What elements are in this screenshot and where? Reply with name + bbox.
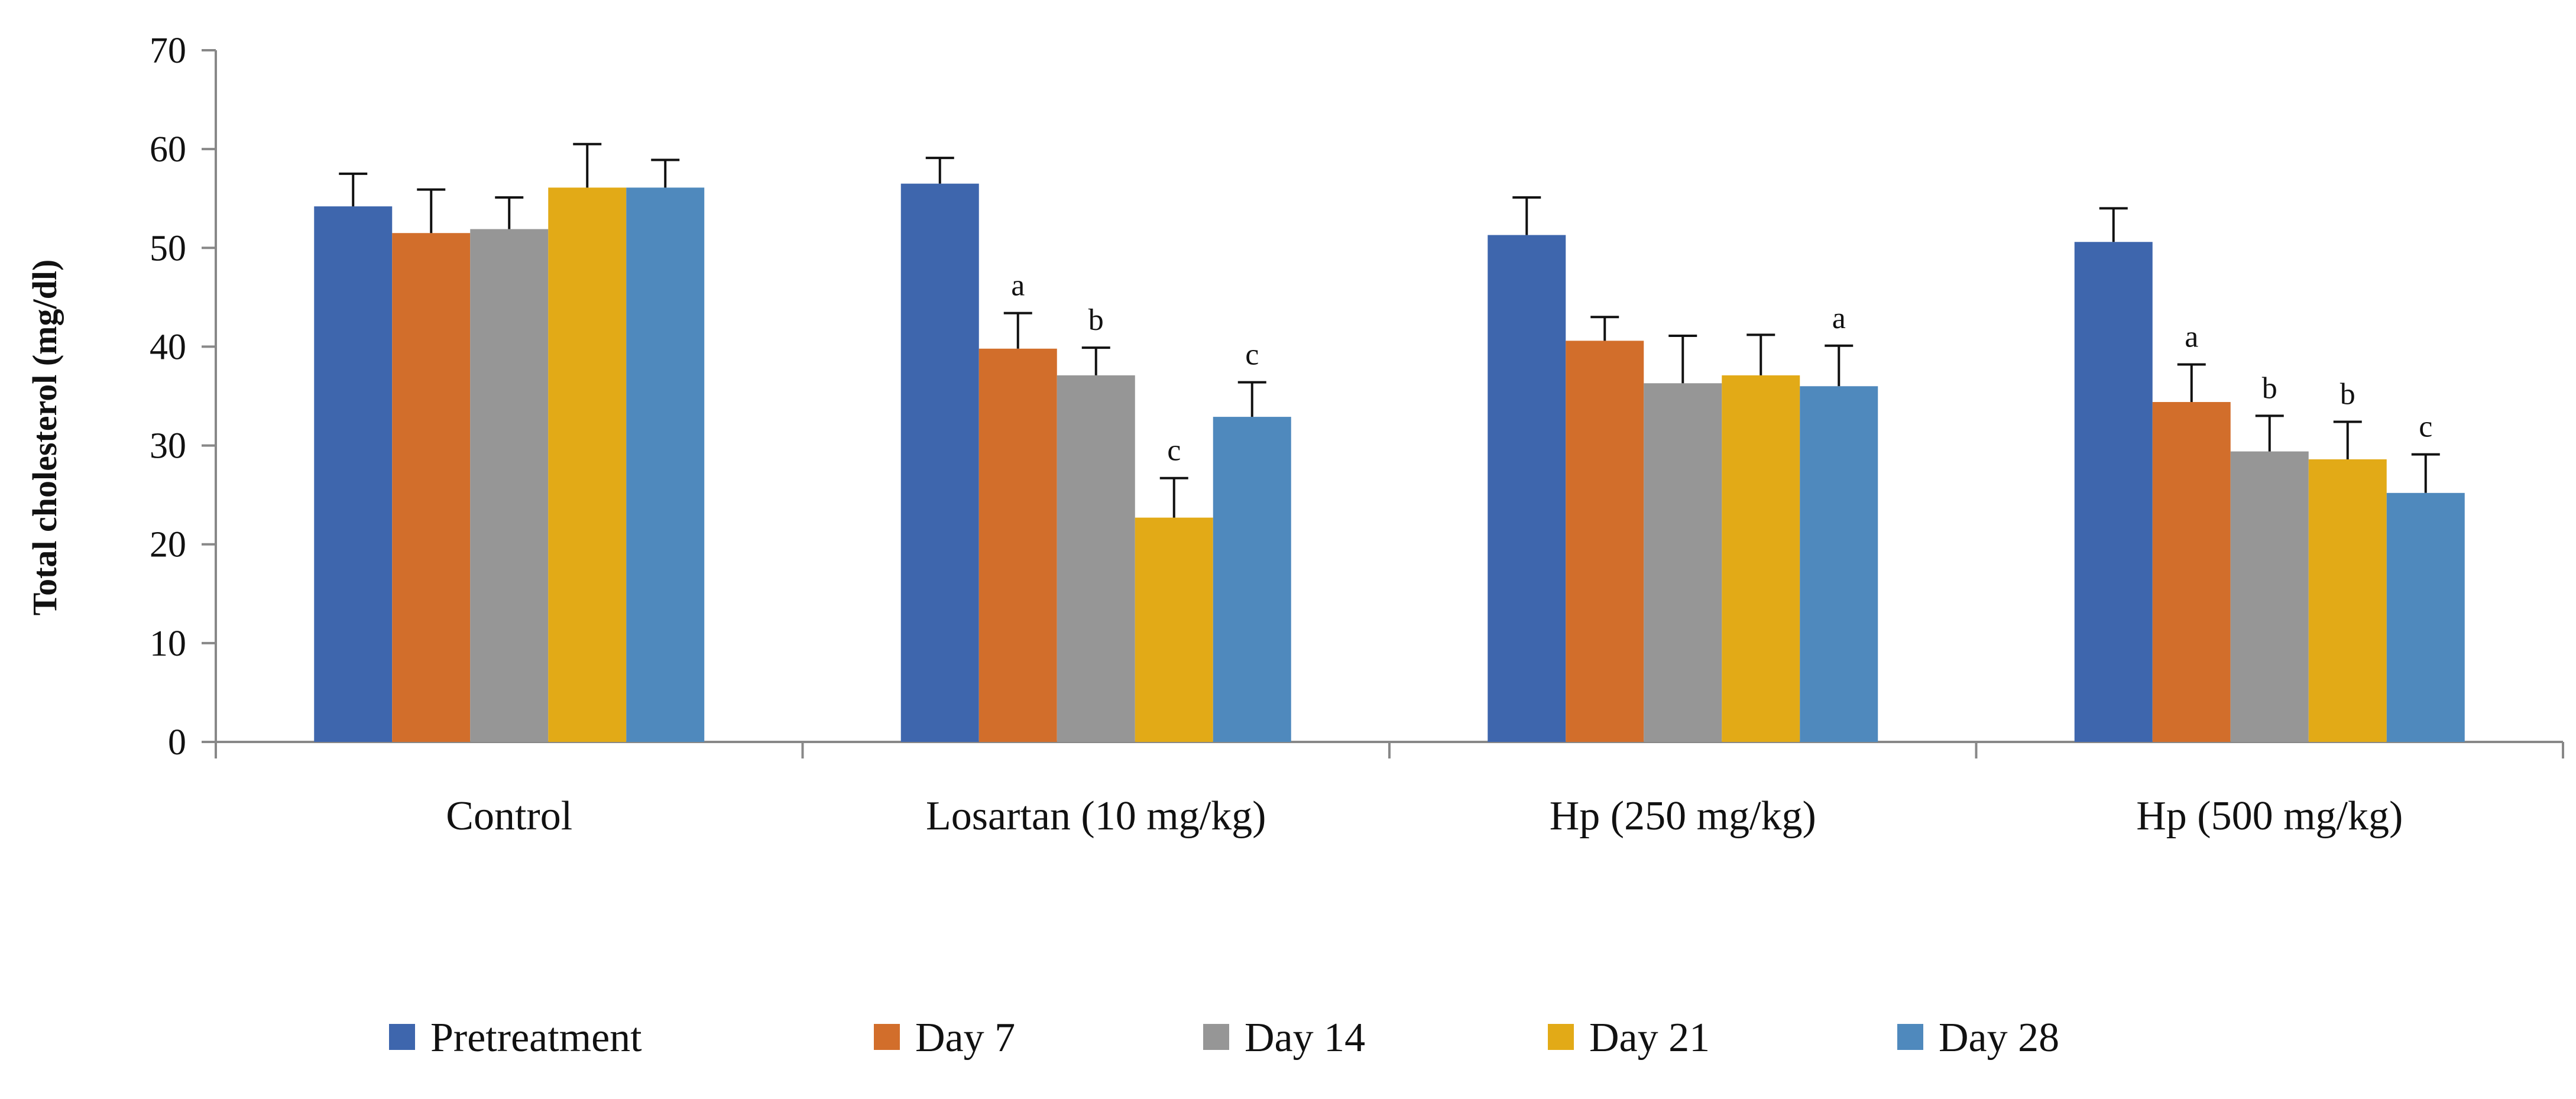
- significance-label: c: [1245, 338, 1259, 372]
- legend-label: Day 7: [915, 1015, 1015, 1061]
- y-tick-label: 40: [150, 327, 186, 367]
- bar: [978, 348, 1057, 742]
- bar: [470, 229, 549, 742]
- bar: [2308, 459, 2387, 742]
- bar: [1135, 517, 1213, 742]
- axes: 0 10 20 30 40 50 60 70 Control Losartan (10 mg/kg…: [150, 31, 2564, 839]
- legend: Pretreatment Day 7 Day 14 Day 21 Day 28: [389, 1015, 2059, 1061]
- legend-label: Day 21: [1589, 1015, 1710, 1061]
- significance-label: c: [2419, 410, 2432, 444]
- bar: [2230, 451, 2309, 742]
- y-tick-label: 50: [150, 228, 186, 268]
- legend-label: Pretreatment: [430, 1015, 642, 1061]
- x-category-label: Losartan (10 mg/kg): [926, 793, 1266, 839]
- significance-label: c: [1167, 434, 1181, 468]
- y-tick-label: 30: [150, 426, 186, 466]
- y-tick-label: 10: [150, 624, 186, 664]
- bar: [1488, 235, 1566, 742]
- bar: [1057, 375, 1135, 742]
- bar: [1213, 417, 1291, 742]
- bar: [2152, 402, 2231, 742]
- x-category-label: Hp (500 mg/kg): [2136, 793, 2403, 839]
- significance-label: a: [2185, 320, 2198, 354]
- significance-label: a: [1832, 302, 1846, 335]
- bar: [2386, 492, 2465, 742]
- bar: [2074, 242, 2153, 742]
- significance-label: b: [2340, 377, 2355, 411]
- legend-label: Day 28: [1939, 1015, 2059, 1061]
- bars: a b c c a a b b c: [314, 142, 2465, 743]
- bar: [900, 183, 979, 743]
- y-tick-label: 60: [150, 129, 186, 170]
- bar: [548, 187, 627, 742]
- bar: [1722, 375, 1800, 742]
- legend-swatch: [1897, 1024, 1923, 1050]
- legend-swatch: [389, 1024, 415, 1050]
- bar: [1644, 383, 1722, 742]
- bar: [392, 233, 471, 742]
- significance-label: a: [1011, 269, 1025, 303]
- y-tick-label: 70: [150, 31, 186, 71]
- y-axis-title: Total cholesterol (mg/dl): [25, 260, 64, 616]
- x-category-label: Hp (250 mg/kg): [1550, 793, 1816, 839]
- legend-swatch: [874, 1024, 900, 1050]
- significance-label: b: [2262, 371, 2277, 405]
- significance-label: b: [1088, 303, 1104, 337]
- legend-label: Day 14: [1245, 1015, 1365, 1061]
- bar: [314, 206, 393, 743]
- legend-swatch: [1203, 1024, 1229, 1050]
- y-tick-label: 20: [150, 525, 186, 565]
- y-tick-label: 0: [168, 722, 186, 763]
- x-category-label: Control: [446, 793, 572, 839]
- legend-swatch: [1548, 1024, 1574, 1050]
- bar: [1800, 386, 1878, 742]
- bar: [1566, 341, 1644, 742]
- bar: [626, 187, 705, 742]
